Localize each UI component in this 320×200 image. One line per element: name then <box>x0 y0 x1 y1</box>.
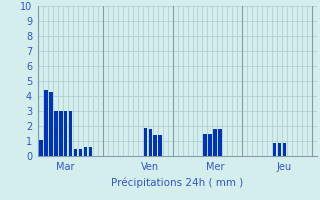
Bar <box>278 142 281 156</box>
Bar <box>54 111 58 156</box>
Bar <box>203 134 207 156</box>
Bar <box>79 148 82 156</box>
X-axis label: Précipitations 24h ( mm ): Précipitations 24h ( mm ) <box>111 178 244 188</box>
Bar <box>208 134 212 156</box>
Bar <box>84 147 87 156</box>
Bar <box>154 135 157 156</box>
Bar <box>49 92 52 156</box>
Bar <box>69 111 72 156</box>
Bar <box>59 111 62 156</box>
Bar <box>283 142 286 156</box>
Bar <box>144 128 147 156</box>
Bar <box>158 135 162 156</box>
Bar <box>89 147 92 156</box>
Bar <box>213 129 217 156</box>
Bar <box>273 142 276 156</box>
Bar <box>218 129 221 156</box>
Bar <box>39 140 43 156</box>
Bar <box>148 129 152 156</box>
Bar <box>44 90 48 156</box>
Bar <box>74 148 77 156</box>
Bar <box>64 111 68 156</box>
